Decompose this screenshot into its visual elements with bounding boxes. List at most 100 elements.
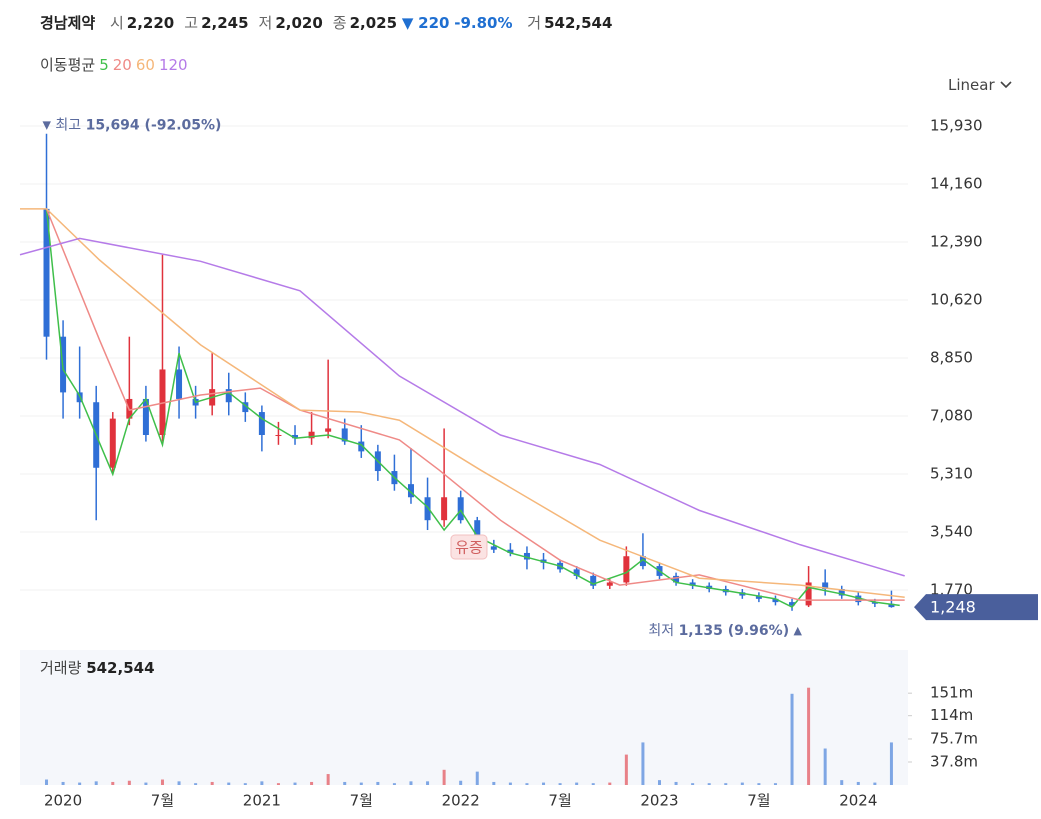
volume-bar [740,782,744,785]
volume-bg [20,650,908,785]
candle-body [888,603,895,608]
annotation-part: 최저 [648,623,674,639]
ohlc-label: 고 [184,14,199,32]
moving-average [45,208,905,601]
volume-bar [227,782,231,785]
volume-bar [674,781,678,785]
candle-body [457,497,464,521]
y-tick-label: 37.8m [930,753,978,771]
annotation-part: ▲ [794,624,803,637]
y-tick-label: 1,770 [930,580,973,598]
candle-body [590,575,597,586]
ohlc-label: 시 [109,14,124,32]
scale-dropdown[interactable]: Linear [948,76,1013,94]
annotation-part: 1,135 (9.96%) [679,623,790,639]
stock-name: 경남제약 [40,14,96,32]
volume-bar [525,783,529,785]
candle-body [706,585,713,590]
candle-body [474,520,481,547]
candle-body [358,441,365,452]
volume-bar [392,783,396,785]
ohlc-value: 2,020 [275,14,323,32]
volume-bar [409,781,413,785]
volume-bar [127,780,131,785]
volume-bar [691,783,695,785]
x-tick-label: 7월 [747,792,770,810]
candle-body [391,471,398,485]
volume-bar [111,781,115,785]
volume-bar [657,780,661,785]
volume-title: 거래량 542,544 [40,659,155,677]
candle-body [606,582,613,586]
volume-bar [475,771,479,785]
volume-bar [94,781,98,785]
candle-body [838,589,845,596]
candle-body [805,582,812,606]
candle-body [374,451,381,472]
scale-mode[interactable]: Linear [948,76,995,94]
volume-bar [873,782,877,785]
volume-bar [260,781,264,785]
change-arrow: ▼ [401,14,414,32]
ohlc-label: 종 [332,14,347,32]
event-box [450,534,488,560]
volume-bar [757,783,761,785]
volume-bar [78,782,82,785]
volume: 542,544 [544,14,613,32]
y-tick-label: 15,930 [930,116,983,134]
volume-bar [210,781,214,785]
ohlc-value: 2,025 [349,14,398,32]
candle-body [292,434,299,439]
candle-body [673,575,680,583]
volume-bar [856,781,860,785]
candle-body [209,389,216,406]
volume-bar [343,781,347,785]
x-tick-label: 7월 [151,792,174,810]
candle-body [772,598,779,603]
candle-body [43,208,50,337]
volume-bar [591,783,595,785]
volume-title-label: 거래량 [40,659,82,677]
candle-body [424,497,431,521]
header: 경남제약 시 2,220 고 2,245 저 2,020 종 2,025 ▼ 220 -9.8… [40,12,612,33]
legend-entry: 20 [112,56,132,74]
x-tick-label: 2020 [44,792,82,810]
y-tick-label: 151m [930,684,973,702]
candle-body [540,559,547,563]
chevron [1000,81,1012,89]
candle-body [407,484,414,498]
annotation-part: 최고 [55,118,81,134]
volume-bar [608,782,612,785]
volume-bar [177,781,181,785]
x-tick-label: 7월 [350,792,373,810]
y-tick-label: 12,390 [930,232,983,250]
candle-body [523,552,530,560]
candle-body [93,402,100,468]
y-tick-label: 7,080 [930,406,973,424]
candle-body [441,497,448,521]
candle-body [656,566,663,576]
volume-bar [160,779,164,785]
volume-bar [276,783,280,785]
volume-bar [624,754,628,785]
moving-average [20,208,905,598]
volume-bar [641,742,645,785]
moving-average [19,237,905,577]
candle-body [507,549,514,553]
candle-body [325,428,332,432]
candle-body [871,602,878,604]
candle-body [623,556,630,583]
change-pct: -9.80% [454,14,513,32]
volume-bar [45,779,49,785]
volume-bar [144,782,148,785]
volume-bar [194,783,198,785]
volume-bar [575,782,579,785]
volume-bar [889,742,893,785]
volume-bar [459,780,463,785]
legend-entry: 120 [158,56,188,74]
candle-body [490,546,497,550]
y-tick-label: 10,620 [930,290,983,308]
candle-body [308,431,315,439]
volume-bar [807,687,811,785]
